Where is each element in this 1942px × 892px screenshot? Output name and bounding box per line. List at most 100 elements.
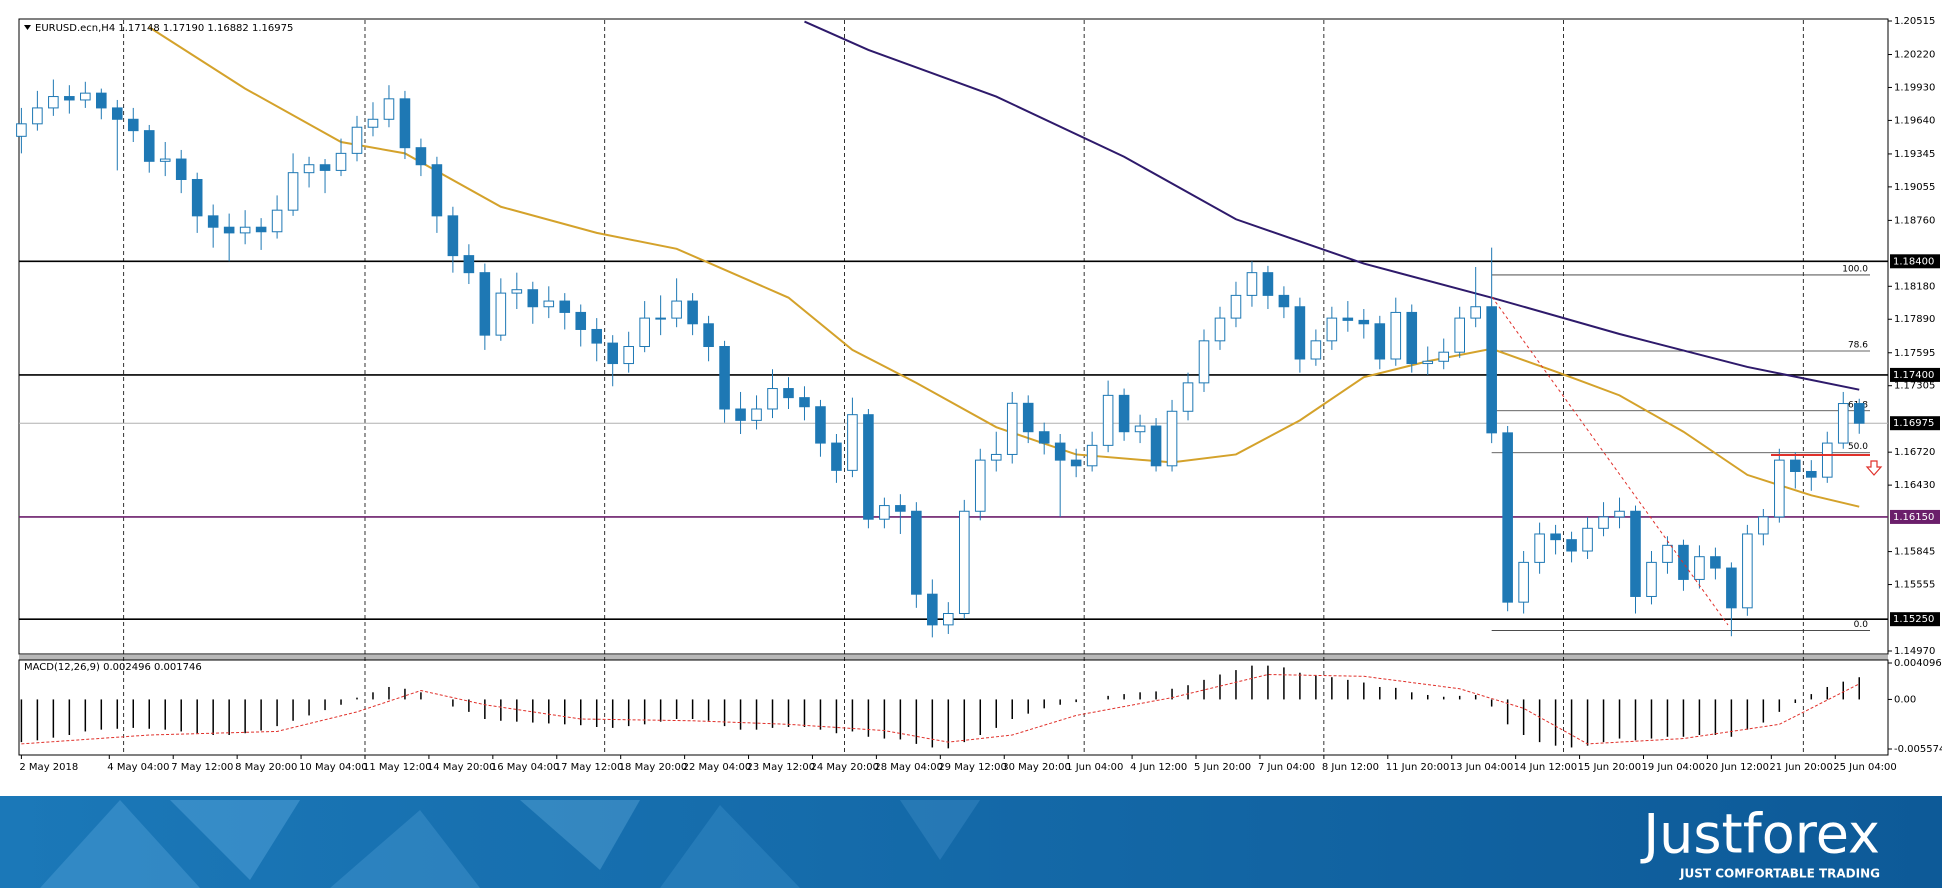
candle-body	[415, 147, 427, 166]
candle-body	[335, 152, 347, 171]
y-tick-label: 1.17595	[1894, 348, 1935, 359]
macd-label: MACD(12,26,9) 0.002496 0.001746	[24, 662, 202, 673]
candle-body	[1246, 272, 1258, 296]
candle-body	[911, 510, 922, 595]
banner: Justforex JUST COMFORTABLE TRADING	[0, 796, 1942, 888]
candle-body	[1102, 394, 1114, 446]
tagline: JUST COMFORTABLE TRADING	[1679, 867, 1880, 881]
x-tick-label: 19 Jun 04:00	[1641, 762, 1705, 773]
candle-body	[127, 118, 139, 132]
moving-average	[804, 20, 1860, 391]
candle-body	[479, 272, 491, 336]
fib-label: 50.0	[1848, 442, 1868, 452]
price-level-label: 1.18400	[1893, 256, 1934, 267]
candle-body	[287, 172, 299, 211]
x-tick-label: 11 May 12:00	[363, 762, 432, 773]
x-tick-label: 17 May 12:00	[555, 762, 624, 773]
candle-body	[1294, 306, 1306, 360]
candle-body	[16, 123, 27, 137]
candle-body	[575, 311, 587, 330]
candle-body	[1278, 294, 1290, 308]
candle-body	[159, 158, 171, 162]
x-tick-label: 11 Jun 20:00	[1386, 762, 1450, 773]
candle-body	[1662, 544, 1673, 563]
candle-body	[463, 255, 475, 274]
candle-body	[80, 92, 91, 101]
x-tick-label: 30 May 20:00	[1002, 762, 1071, 773]
candle-body	[191, 178, 203, 217]
candle-body	[1774, 459, 1785, 518]
candle-body	[990, 453, 1002, 461]
x-tick-label: 5 Jun 20:00	[1194, 762, 1251, 773]
candle-body	[399, 98, 411, 149]
candle-body	[1422, 360, 1434, 365]
candle-body	[1582, 527, 1593, 552]
candle-body	[1534, 533, 1545, 563]
down-arrow	[1865, 460, 1883, 476]
price-level-label: 1.15250	[1893, 614, 1934, 625]
candle-body	[958, 510, 970, 615]
candle-body	[143, 130, 155, 162]
marks: 1.20515 1.20220 1.19930 1.19640 1.19345 1.190…	[16, 16, 1942, 773]
candle-body	[847, 414, 858, 471]
price-level-tag	[1890, 416, 1940, 431]
y-tick-label: 1.18180	[1894, 281, 1935, 292]
candle-body	[1070, 459, 1082, 467]
x-tick-label: 15 Jun 20:00	[1578, 762, 1642, 773]
panel-separator	[19, 655, 1888, 660]
price-level-tag	[1890, 367, 1940, 382]
candle-body	[1214, 317, 1226, 342]
price-level-label: 1.16975	[1893, 418, 1934, 429]
candle-body	[367, 118, 379, 128]
candle-body	[1358, 319, 1370, 325]
banner-shape	[900, 800, 980, 860]
candle-body	[863, 414, 874, 520]
chart-title: EURUSD.ecn,H4 1.17148 1.17190 1.16882 1.…	[35, 23, 293, 34]
candle-body	[879, 505, 890, 520]
price-level-label: 1.16150	[1893, 512, 1934, 523]
x-tick-label: 14 Jun 12:00	[1514, 762, 1578, 773]
candle-body	[255, 226, 267, 233]
candle-body	[1374, 323, 1386, 360]
x-tick-label: 24 May 20:00	[810, 762, 879, 773]
candle-body	[175, 158, 187, 180]
candle-body	[1853, 403, 1865, 424]
fib-label: 0.0	[1854, 620, 1869, 630]
candle-body	[799, 397, 810, 408]
candle-body	[1518, 561, 1529, 603]
candle-body	[703, 323, 714, 348]
candle-body	[1630, 510, 1641, 597]
candle-body	[719, 346, 730, 410]
x-tick-label: 22 May 04:00	[683, 762, 752, 773]
candle-body	[1166, 410, 1178, 467]
x-tick-label: 8 May 20:00	[235, 762, 297, 773]
x-tick-label: 14 May 20:00	[427, 762, 496, 773]
candle-body	[111, 107, 123, 120]
candle-body	[1550, 533, 1561, 541]
candle-body	[1118, 394, 1130, 433]
x-tick-label: 18 May 20:00	[619, 762, 688, 773]
x-tick-label: 7 Jun 04:00	[1258, 762, 1315, 773]
candle-body	[1502, 432, 1513, 603]
fib-label: 78.6	[1848, 341, 1868, 351]
candle-body	[1678, 544, 1689, 580]
candle-body	[1486, 306, 1497, 434]
candle-body	[1598, 516, 1609, 529]
fib-label: 100.0	[1842, 264, 1868, 274]
candle-body	[1326, 317, 1338, 342]
candle-body	[591, 328, 603, 344]
candle-body	[895, 505, 906, 512]
candle-body	[1342, 317, 1354, 321]
x-tick-label: 8 Jun 12:00	[1322, 762, 1379, 773]
y-tick-label: 1.16430	[1894, 480, 1935, 491]
y-tick-label: 1.18760	[1894, 215, 1935, 226]
candle-body	[1710, 556, 1721, 569]
x-tick-label: 4 Jun 12:00	[1130, 762, 1187, 773]
candle-body	[1230, 294, 1242, 319]
candle-body	[543, 300, 555, 308]
candle-body	[943, 613, 954, 626]
x-tick-label: 4 May 04:00	[107, 762, 169, 773]
logo: Justforex	[1640, 803, 1880, 866]
